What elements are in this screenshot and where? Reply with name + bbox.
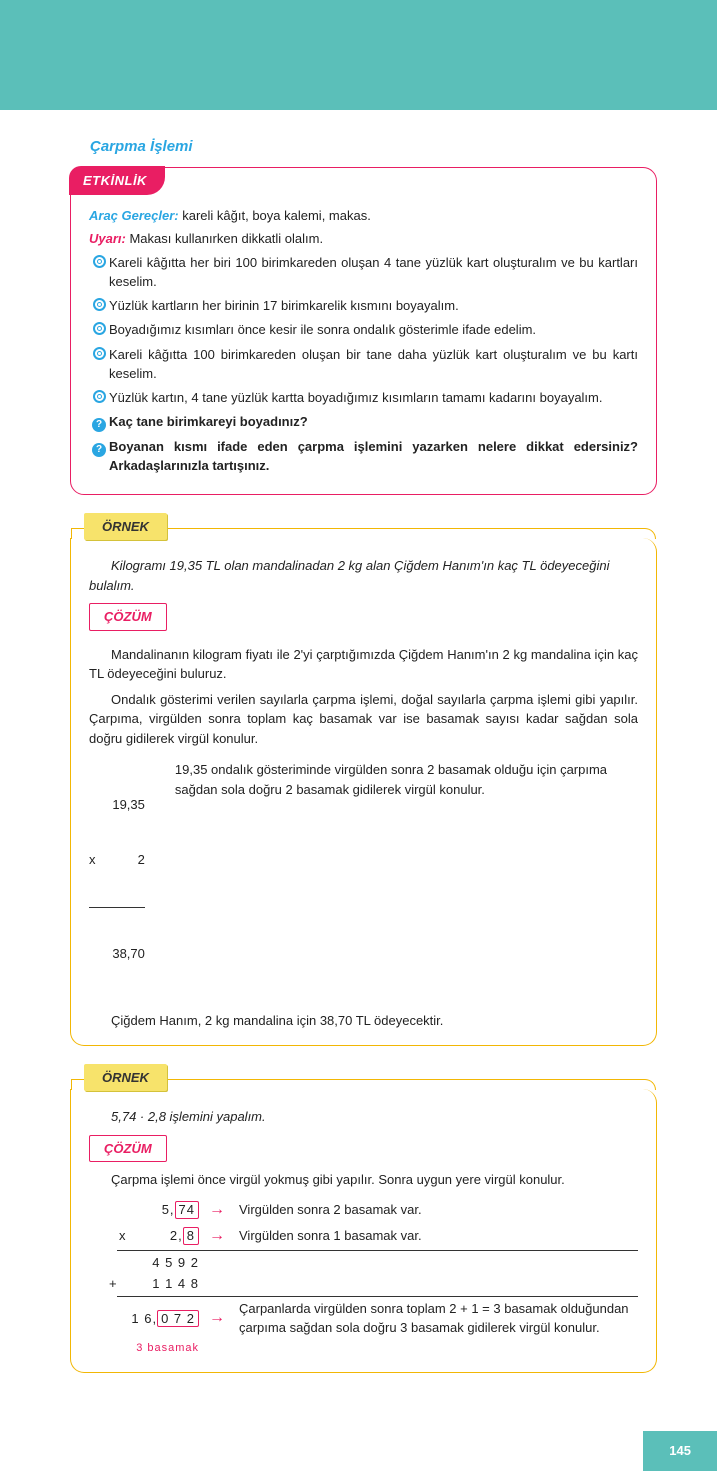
etk-item-text: Kareli kâğıtta 100 birimkareden oluşan b… bbox=[109, 345, 638, 384]
arrow-icon: → bbox=[209, 1224, 229, 1248]
calc-mid: 4 5 9 2 bbox=[89, 1253, 199, 1273]
basamak-label: 3 basamak bbox=[89, 1340, 199, 1357]
ornek1-calc: 19,35 x2 38,70 19,35 ondalık gösterimind… bbox=[89, 760, 638, 999]
uyari-text: Makası kullanırken dikkatli olalım. bbox=[126, 231, 323, 246]
etk-item: Yüzlük kartların her birinin 17 birimkar… bbox=[89, 296, 638, 317]
etk-item: Kareli kâğıtta 100 birimkareden oluşan b… bbox=[89, 345, 638, 384]
calc-a: 19,35 bbox=[89, 796, 145, 814]
calc-result: 1 6,0 7 2 bbox=[89, 1309, 199, 1329]
section-title: Çarpma İşlemi bbox=[90, 136, 657, 159]
etk-item: Kareli kâğıtta her biri 100 birimkareden… bbox=[89, 253, 638, 292]
page-content: Çarpma İşlemi ETKİNLİK Araç Gereçler: ka… bbox=[0, 110, 717, 1401]
calc-mid: +1 1 4 8 bbox=[89, 1274, 199, 1294]
ornek-label: ÖRNEK bbox=[84, 1064, 167, 1092]
target-icon bbox=[93, 298, 106, 311]
etkinlik-box: ETKİNLİK Araç Gereçler: kareli kâğıt, bo… bbox=[70, 167, 657, 495]
arrow-icon: → bbox=[209, 1198, 229, 1222]
etk-item: Boyadığımız kısımları önce kesir ile son… bbox=[89, 320, 638, 341]
cozum-label: ÇÖZÜM bbox=[89, 603, 167, 631]
uyari-label: Uyarı: bbox=[89, 231, 126, 246]
etk-q-text: Boyanan kısmı ifade eden çarpma işlemini… bbox=[109, 437, 638, 476]
top-banner bbox=[0, 0, 717, 110]
etk-question: ?Boyanan kısmı ifade eden çarpma işlemin… bbox=[89, 437, 638, 476]
etkinlik-label: ETKİNLİK bbox=[69, 166, 165, 196]
question-icon: ? bbox=[92, 418, 106, 432]
ornek2-p1: Çarpma işlemi önce virgül yokmuş gibi ya… bbox=[89, 1170, 638, 1190]
ornek1-p2: Ondalık gösterimi verilen sayılarla çarp… bbox=[89, 690, 638, 749]
calc-r: 38,70 bbox=[89, 945, 145, 963]
ornek2-calc: 5,74 → Virgülden sonra 2 basamak var. x2… bbox=[89, 1198, 638, 1357]
cozum-label: ÇÖZÜM bbox=[89, 1135, 167, 1163]
calc-column: 19,35 x2 38,70 bbox=[89, 760, 145, 999]
etk-question: ?Kaç tane birimkareyi boyadınız? bbox=[89, 412, 638, 433]
calc-line: x2,8 bbox=[89, 1226, 199, 1246]
page-footer: 145 bbox=[0, 1431, 717, 1471]
ornek-body: Kilogramı 19,35 TL olan mandalinadan 2 k… bbox=[70, 538, 657, 1046]
etk-item-text: Boyadığımız kısımları önce kesir ile son… bbox=[109, 320, 638, 340]
arac-text: kareli kâğıt, boya kalemi, makas. bbox=[179, 208, 371, 223]
etk-q-text: Kaç tane birimkareyi boyadınız? bbox=[109, 412, 638, 432]
etk-item-text: Yüzlük kartların her birinin 17 birimkar… bbox=[109, 296, 638, 316]
etk-item-text: Kareli kâğıtta her biri 100 birimkareden… bbox=[109, 253, 638, 292]
target-icon bbox=[93, 255, 106, 268]
ornek-2: ÖRNEK 5,74 · 2,8 işlemini yapalım. ÇÖZÜM… bbox=[70, 1064, 657, 1374]
target-icon bbox=[93, 347, 106, 360]
ornek1-p1: Mandalinanın kilogram fiyatı ile 2'yi ça… bbox=[89, 645, 638, 684]
etk-item: Yüzlük kartın, 4 tane yüzlük kartta boya… bbox=[89, 388, 638, 409]
ornek-body: 5,74 · 2,8 işlemini yapalım. ÇÖZÜM Çarpm… bbox=[70, 1089, 657, 1373]
question-icon: ? bbox=[92, 443, 106, 457]
result-note: Çarpanlarda virgülden sonra toplam 2 + 1… bbox=[239, 1299, 638, 1338]
uyari-line: Uyarı: Makası kullanırken dikkatli olalı… bbox=[89, 229, 638, 249]
row2-note: Virgülden sonra 1 basamak var. bbox=[239, 1226, 638, 1246]
calc-line: 5,74 bbox=[89, 1200, 199, 1220]
etk-item-text: Yüzlük kartın, 4 tane yüzlük kartta boya… bbox=[109, 388, 638, 408]
ornek1-note: 19,35 ondalık gösteriminde virgülden son… bbox=[175, 760, 638, 799]
arac-line: Araç Gereçler: kareli kâğıt, boya kalemi… bbox=[89, 206, 638, 226]
ornek-label: ÖRNEK bbox=[84, 513, 167, 541]
page-number: 145 bbox=[643, 1431, 717, 1471]
arac-label: Araç Gereçler: bbox=[89, 208, 179, 223]
target-icon bbox=[93, 390, 106, 403]
calc-b: x2 bbox=[89, 851, 145, 869]
ornek1-result: Çiğdem Hanım, 2 kg mandalina için 38,70 … bbox=[89, 1011, 638, 1031]
ornek1-problem: Kilogramı 19,35 TL olan mandalinadan 2 k… bbox=[89, 556, 638, 595]
arrow-icon: → bbox=[209, 1306, 229, 1330]
target-icon bbox=[93, 322, 106, 335]
ornek-1: ÖRNEK Kilogramı 19,35 TL olan mandalinad… bbox=[70, 513, 657, 1046]
ornek2-problem: 5,74 · 2,8 işlemini yapalım. bbox=[89, 1107, 638, 1127]
row1-note: Virgülden sonra 2 basamak var. bbox=[239, 1200, 638, 1220]
